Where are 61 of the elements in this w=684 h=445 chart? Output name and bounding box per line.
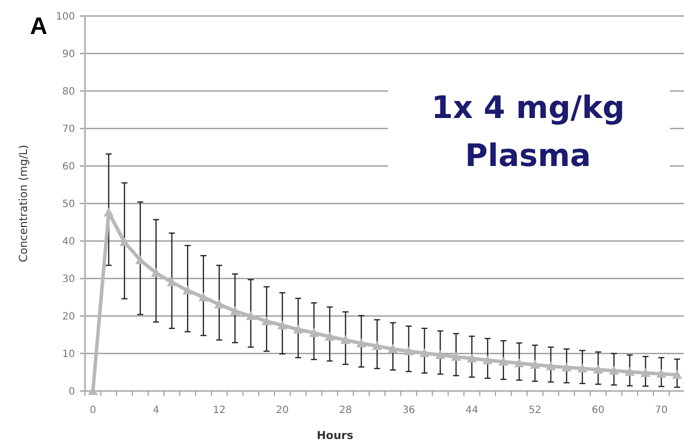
x-tick-label: 44 (465, 405, 478, 416)
point (498, 356, 508, 366)
point (324, 332, 335, 341)
point (672, 370, 682, 379)
point (608, 366, 619, 375)
point (104, 208, 114, 216)
point (340, 335, 351, 344)
point (246, 311, 256, 320)
x-axis-title: Hours (316, 429, 354, 442)
point (119, 237, 130, 246)
y-tick-label: 60 (62, 162, 75, 172)
point (277, 320, 288, 330)
y-tick-label: 0 (68, 386, 75, 398)
y-tick-label: 70 (62, 124, 75, 135)
point (198, 292, 208, 302)
chart-title: A (30, 13, 48, 40)
point (372, 341, 382, 350)
point (388, 344, 398, 353)
x-tick-label: 12 (212, 405, 226, 416)
y-tick-label: 40 (62, 236, 75, 248)
point (356, 338, 366, 348)
annotation: Plasma (465, 138, 591, 174)
x-tick-label: 52 (528, 405, 542, 416)
point (530, 360, 540, 369)
point (293, 324, 304, 334)
y-tick-label: 30 (62, 274, 75, 285)
point (214, 299, 224, 308)
x-tick-label: 70 (654, 405, 668, 416)
point (546, 361, 556, 370)
x-tick-label: 60 (592, 405, 605, 416)
y-axis-title: Concentration (mg/L) (17, 144, 30, 262)
x-tick-label: 0 (90, 405, 96, 416)
point (230, 306, 240, 316)
x-tick-label: 20 (276, 405, 289, 416)
point (166, 277, 177, 286)
point (514, 358, 524, 368)
point (419, 348, 430, 358)
point (593, 364, 604, 374)
y-tick-label: 80 (62, 86, 75, 98)
point (182, 286, 193, 294)
point (435, 350, 446, 359)
y-tick-label: 50 (62, 199, 75, 210)
point (577, 364, 588, 372)
annotation: 1x 4 mg/kg (431, 90, 625, 126)
point (624, 366, 635, 376)
y-tick-label: 90 (62, 49, 75, 60)
point (466, 353, 477, 362)
point (656, 368, 666, 378)
point (562, 362, 572, 372)
x-tick-label: 28 (339, 405, 352, 416)
point (640, 368, 651, 377)
point (262, 316, 272, 326)
point (404, 346, 414, 356)
x-tick-label: 36 (402, 405, 416, 416)
y-tick-label: 100 (56, 12, 75, 22)
y-tick-label: 10 (62, 349, 75, 360)
point (482, 355, 493, 364)
y-tick-label: 20 (62, 312, 75, 322)
point (308, 328, 319, 337)
point (451, 352, 462, 361)
x-tick-label: 4 (152, 405, 160, 416)
